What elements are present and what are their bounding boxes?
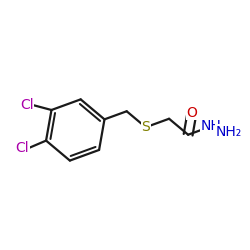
Text: Cl: Cl [16,141,29,155]
Text: Cl: Cl [20,98,34,112]
Text: NH: NH [201,119,222,133]
Text: NH₂: NH₂ [215,125,242,139]
Text: O: O [186,106,198,120]
Text: S: S [141,120,150,134]
